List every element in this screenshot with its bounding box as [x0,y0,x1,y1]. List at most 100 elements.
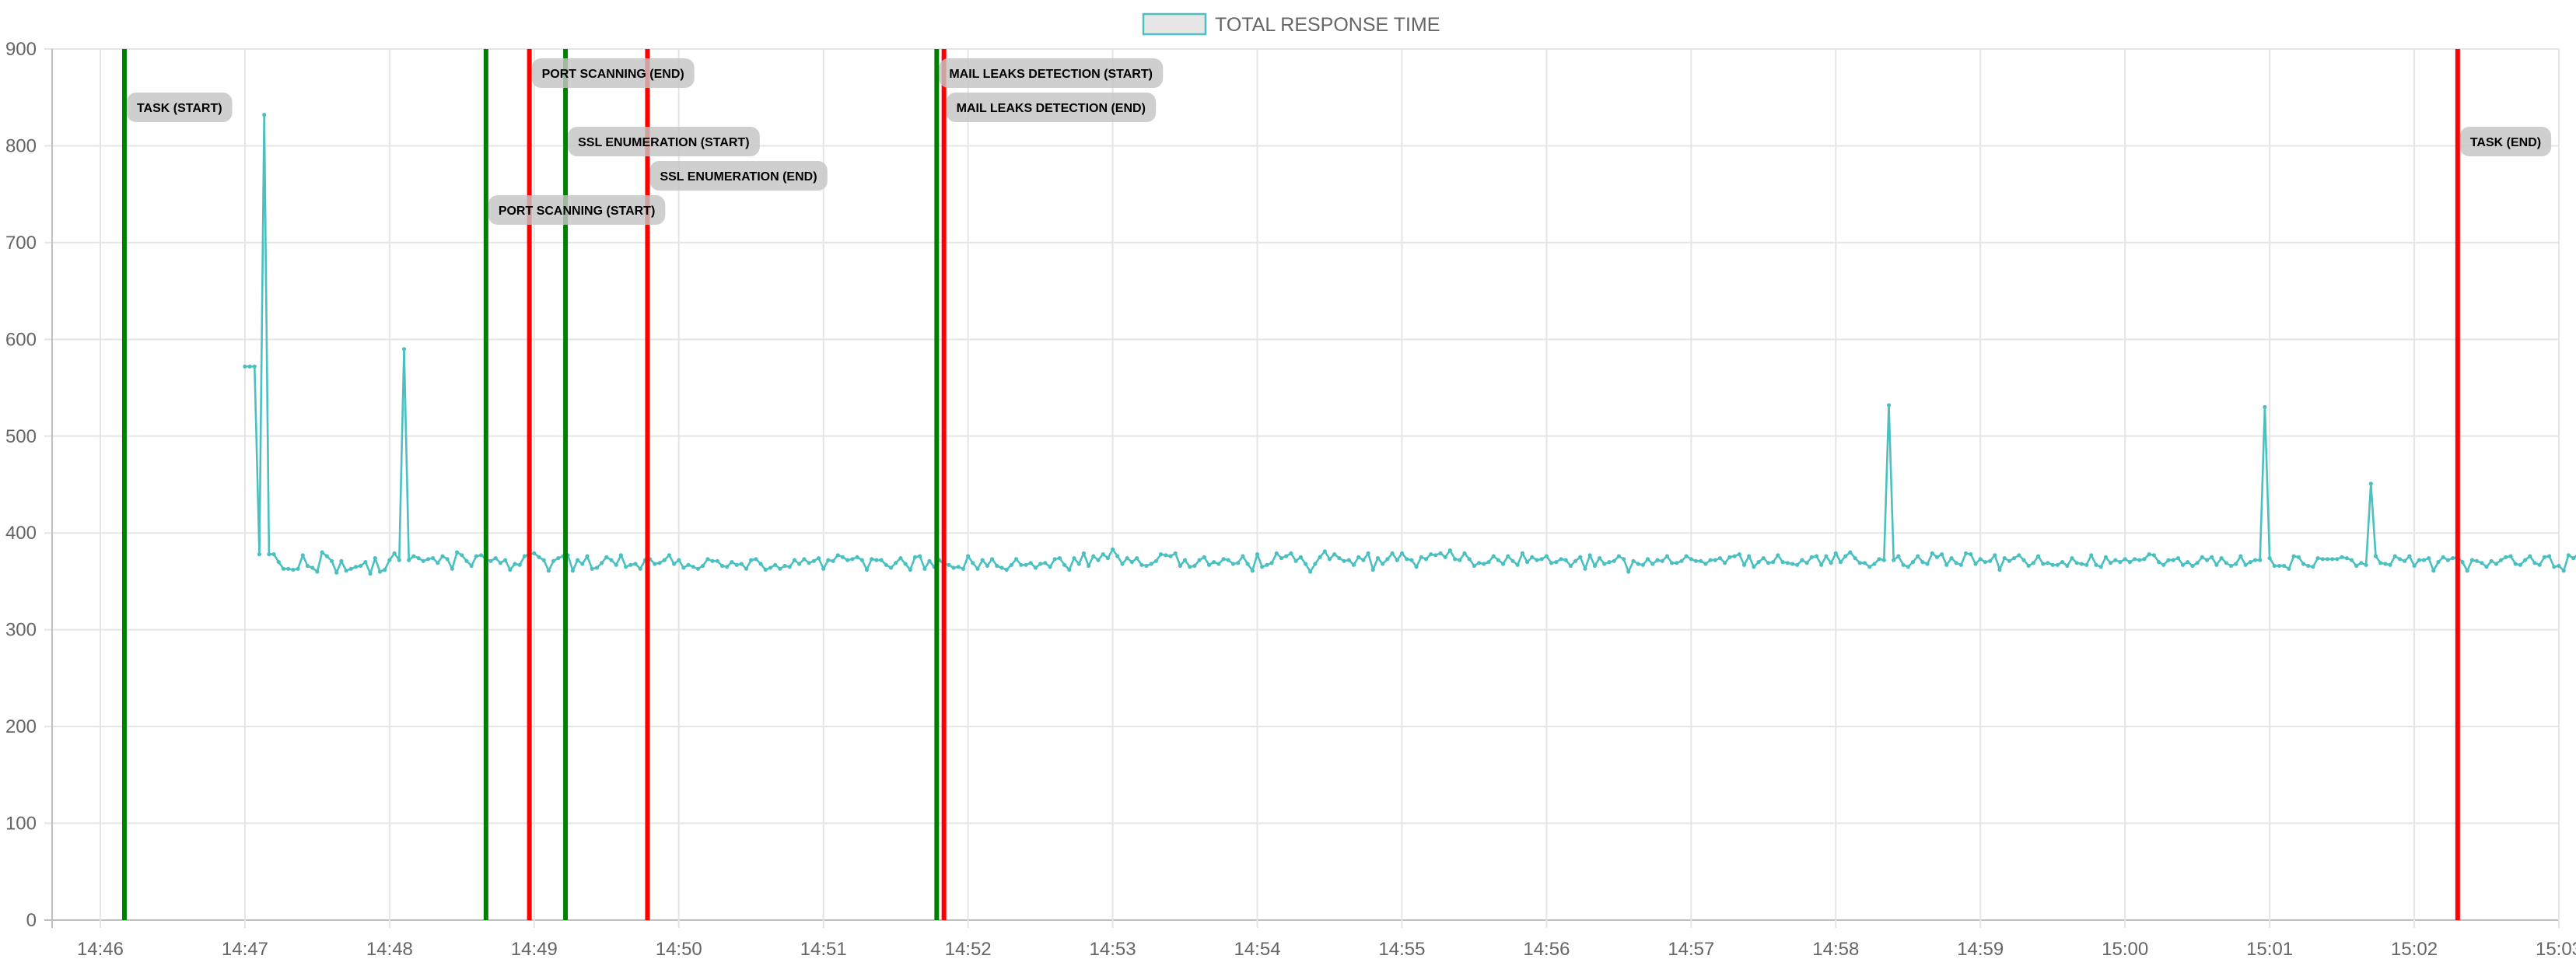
data-point[interactable] [725,565,730,569]
data-point[interactable] [1381,562,1385,566]
data-point[interactable] [1303,562,1308,566]
data-point[interactable] [835,553,840,558]
data-point[interactable] [1833,551,1838,556]
data-point[interactable] [2296,555,2301,559]
data-point[interactable] [966,554,971,558]
data-point[interactable] [918,554,922,558]
data-point[interactable] [1260,565,1265,569]
data-point[interactable] [691,565,695,569]
data-point[interactable] [1265,562,1269,567]
data-point[interactable] [1520,551,1524,556]
data-point[interactable] [628,562,633,567]
data-point[interactable] [1949,556,1954,561]
data-point[interactable] [657,561,662,565]
data-point[interactable] [522,554,527,558]
data-point[interactable] [1241,554,1245,558]
data-point[interactable] [2489,558,2494,563]
data-point[interactable] [383,567,387,572]
data-point[interactable] [951,565,956,570]
data-point[interactable] [1038,562,1043,566]
data-point[interactable] [401,347,407,352]
data-point[interactable] [947,562,951,567]
data-point[interactable] [2349,558,2354,562]
data-point[interactable] [2306,563,2311,569]
data-point[interactable] [2137,558,2142,562]
data-point[interactable] [1048,565,1052,569]
data-point[interactable] [2354,563,2359,569]
data-point[interactable] [1737,552,1741,557]
data-point[interactable] [1573,558,1578,563]
data-point[interactable] [908,567,912,572]
data-point[interactable] [1944,562,1949,567]
data-point[interactable] [2142,557,2147,562]
data-point[interactable] [1433,553,1438,558]
data-point[interactable] [2190,563,2195,569]
data-point[interactable] [2320,557,2325,562]
data-point[interactable] [1583,566,1587,571]
data-point[interactable] [247,364,252,369]
data-point[interactable] [359,563,363,569]
data-point[interactable] [715,558,719,563]
data-point[interactable] [455,550,460,555]
data-point[interactable] [2074,561,2079,565]
data-point[interactable] [701,563,705,569]
data-point[interactable] [1515,562,1520,567]
data-point[interactable] [377,569,383,574]
data-point[interactable] [1940,552,1944,557]
data-point[interactable] [1332,552,1337,557]
data-point[interactable] [1501,562,1506,566]
data-point[interactable] [2234,562,2238,566]
data-point[interactable] [450,566,455,571]
data-point[interactable] [2127,560,2132,565]
data-point[interactable] [744,566,749,571]
data-point[interactable] [922,566,927,571]
data-point[interactable] [1886,403,1892,408]
data-point[interactable] [1096,558,1101,562]
data-point[interactable] [1578,555,1583,559]
data-point[interactable] [2508,554,2513,558]
legend[interactable]: TOTAL RESPONSE TIME [1142,12,1440,36]
data-point[interactable] [2195,561,2200,565]
data-point[interactable] [2480,561,2484,565]
data-point[interactable] [1785,561,1790,565]
data-point[interactable] [305,563,310,569]
data-point[interactable] [1727,555,1732,559]
data-point[interactable] [276,560,281,565]
data-point[interactable] [1004,567,1009,572]
data-point[interactable] [1684,554,1689,558]
data-point[interactable] [2417,558,2421,562]
data-point[interactable] [2475,558,2480,563]
data-point[interactable] [1467,557,1472,562]
data-point[interactable] [1756,560,1761,565]
data-point[interactable] [474,554,479,558]
data-point[interactable] [758,562,763,566]
data-point[interactable] [2050,562,2055,567]
data-point[interactable] [1318,555,1322,559]
data-point[interactable] [1472,563,1476,569]
data-point[interactable] [243,364,247,369]
data-point[interactable] [2046,561,2050,565]
data-point[interactable] [286,566,291,571]
data-point[interactable] [2364,562,2368,567]
data-point[interactable] [532,551,537,556]
data-point[interactable] [344,569,348,573]
data-point[interactable] [411,554,416,558]
data-point[interactable] [1135,556,1139,561]
data-point[interactable] [1390,551,1395,556]
data-point[interactable] [2445,558,2450,562]
data-point[interactable] [1236,561,1241,565]
data-point[interactable] [811,558,816,563]
data-point[interactable] [2007,558,2011,563]
data-point[interactable] [1780,560,1785,565]
data-point[interactable] [1014,557,1019,562]
data-point[interactable] [2224,561,2228,565]
data-point[interactable] [1660,558,1664,563]
data-point[interactable] [1732,554,1737,558]
data-point[interactable] [2094,562,2098,567]
data-point[interactable] [1752,565,1756,569]
data-point[interactable] [1385,557,1390,562]
data-point[interactable] [1655,558,1660,562]
data-point[interactable] [677,558,681,562]
data-point[interactable] [870,557,874,562]
data-point[interactable] [749,558,754,562]
